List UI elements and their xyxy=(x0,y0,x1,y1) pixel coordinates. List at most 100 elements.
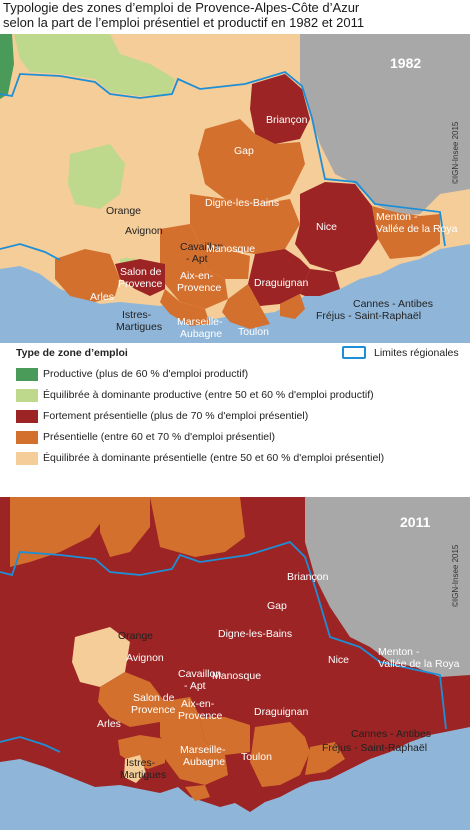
label-cannes: Cannes - Antibes xyxy=(351,728,431,740)
zone-manosque xyxy=(200,717,250,755)
zone-cannes xyxy=(300,269,340,296)
legend-label: Fortement présentielle (plus de 70 % d'e… xyxy=(43,410,309,422)
map-1982: 1982 ©IGN-Insee 2015 Briançon Gap Orange… xyxy=(0,34,470,343)
zone-orange xyxy=(68,144,125,209)
zone-arles xyxy=(55,249,120,302)
legend: Type de zone d’emploi Limites régionales… xyxy=(0,343,470,493)
zone-northwest xyxy=(10,497,105,567)
label-digne: Digne-les-Bains xyxy=(205,197,279,209)
legend-item: Présentielle (entre 60 et 70 % d'emploi … xyxy=(16,430,275,444)
label-cavaillon-1: Cavaillon xyxy=(180,241,223,253)
label-arles: Arles xyxy=(90,291,114,303)
zone-istres xyxy=(124,755,146,783)
label-manosque: Manosque xyxy=(206,243,255,255)
legend-item: Équilibrée à dominante productive (entre… xyxy=(16,388,374,402)
zone-eq-productive-north xyxy=(14,34,175,96)
label-draguignan: Draguignan xyxy=(254,277,308,289)
legend-swatch xyxy=(16,388,38,402)
regional-boundary-west xyxy=(0,243,61,261)
legend-swatch xyxy=(16,367,38,381)
label-aix-1: Aix-en- xyxy=(181,698,215,710)
outside-region xyxy=(300,34,470,216)
label-aix-2: Provence xyxy=(177,282,222,294)
regional-boundary xyxy=(0,540,447,730)
zone-productive xyxy=(0,34,14,99)
zone-marseille xyxy=(160,289,210,326)
label-istres-2: Martigues xyxy=(120,769,166,781)
zone-north xyxy=(100,497,150,557)
legend-swatch xyxy=(16,409,38,423)
legend-item: Équilibrée à dominante présentielle (ent… xyxy=(16,451,384,465)
zone-orange xyxy=(72,627,130,687)
zone-menton xyxy=(372,206,440,259)
label-cavaillon-2: - Apt xyxy=(184,680,206,692)
label-istres-2: Martigues xyxy=(116,321,162,333)
regional-boundary-west xyxy=(0,736,61,753)
label-frejus: Fréjus - Saint-Raphaël xyxy=(316,310,421,322)
label-nice: Nice xyxy=(328,654,349,666)
label-avignon: Avignon xyxy=(126,652,164,664)
zone-marseille-inner xyxy=(185,785,210,801)
title-line-2: selon la part de l’emploi présentiel et … xyxy=(3,15,365,30)
label-salon-2: Provence xyxy=(118,278,163,290)
label-orange: Orange xyxy=(118,630,153,642)
zone-aix xyxy=(165,737,228,785)
label-menton-1: Menton - xyxy=(376,211,418,223)
label-gap: Gap xyxy=(234,145,254,157)
label-marseille-2: Aubagne xyxy=(180,328,222,340)
label-digne: Digne-les-Bains xyxy=(218,628,292,640)
map-2011: 2011 ©IGN-Insee 2015 Briançon Gap Orange… xyxy=(0,497,470,830)
label-istres-1: Istres- xyxy=(126,757,156,769)
legend-label: Équilibrée à dominante productive (entre… xyxy=(43,389,374,401)
map-title: Typologie des zones d’emploi de Provence… xyxy=(3,0,467,30)
copyright: ©IGN-Insee 2015 xyxy=(451,544,460,607)
legend-item: Fortement présentielle (plus de 70 % d'e… xyxy=(16,409,308,423)
outside-region xyxy=(305,497,470,677)
zone-frejus xyxy=(280,294,305,319)
zone-north-2 xyxy=(150,497,245,557)
label-avignon: Avignon xyxy=(125,225,163,237)
label-toulon: Toulon xyxy=(238,326,269,338)
label-toulon: Toulon xyxy=(241,751,272,763)
regional-boundary xyxy=(0,70,446,247)
label-salon-1: Salon de xyxy=(120,266,162,278)
legend-swatch xyxy=(16,430,38,444)
label-arles: Arles xyxy=(97,718,121,730)
label-manosque: Manosque xyxy=(212,670,261,682)
map-year: 1982 xyxy=(390,55,421,71)
label-marseille-1: Marseille- xyxy=(180,744,226,756)
label-cannes: Cannes - Antibes xyxy=(353,298,433,310)
label-briancon: Briançon xyxy=(266,114,308,126)
label-frejus: Fréjus - Saint-Raphaël xyxy=(322,742,427,754)
label-aix-2: Provence xyxy=(178,710,223,722)
title-line-1: Typologie des zones d’emploi de Provence… xyxy=(3,0,360,15)
label-draguignan: Draguignan xyxy=(254,706,308,718)
label-menton-2: Vallée de la Roya xyxy=(376,223,458,235)
sea xyxy=(0,727,470,830)
zone-gap xyxy=(198,119,305,204)
label-menton-2: Vallée de la Roya xyxy=(378,658,460,670)
legend-title: Type de zone d’emploi xyxy=(16,347,128,359)
legend-boundary-label: Limites régionales xyxy=(374,346,459,359)
zone-avignon xyxy=(98,204,160,259)
map-year: 2011 xyxy=(400,514,431,530)
legend-label: Présentielle (entre 60 et 70 % d'emploi … xyxy=(43,431,275,443)
label-cavaillon-1: Cavaillon xyxy=(178,668,221,680)
legend-label: Équilibrée à dominante présentielle (ent… xyxy=(43,452,385,464)
label-marseille-2: Aubagne xyxy=(183,756,225,768)
zone-avignon xyxy=(98,672,165,727)
label-marseille-1: Marseille- xyxy=(177,316,223,328)
legend-item: Productive (plus de 60 % d'emploi produc… xyxy=(16,367,248,381)
label-menton-1: Menton - xyxy=(378,646,420,658)
zone-briancon xyxy=(250,74,310,144)
zone-digne xyxy=(190,194,300,254)
sea xyxy=(0,244,470,343)
legend-label: Productive (plus de 60 % d'emploi produc… xyxy=(43,368,249,380)
label-cavaillon-2: - Apt xyxy=(186,253,208,265)
zone-cannes xyxy=(305,742,345,775)
boundary-swatch xyxy=(342,346,366,359)
legend-swatch xyxy=(16,451,38,465)
zone-toulon xyxy=(222,284,270,329)
label-briancon: Briançon xyxy=(287,571,329,583)
copyright: ©IGN-Insee 2015 xyxy=(451,121,460,184)
